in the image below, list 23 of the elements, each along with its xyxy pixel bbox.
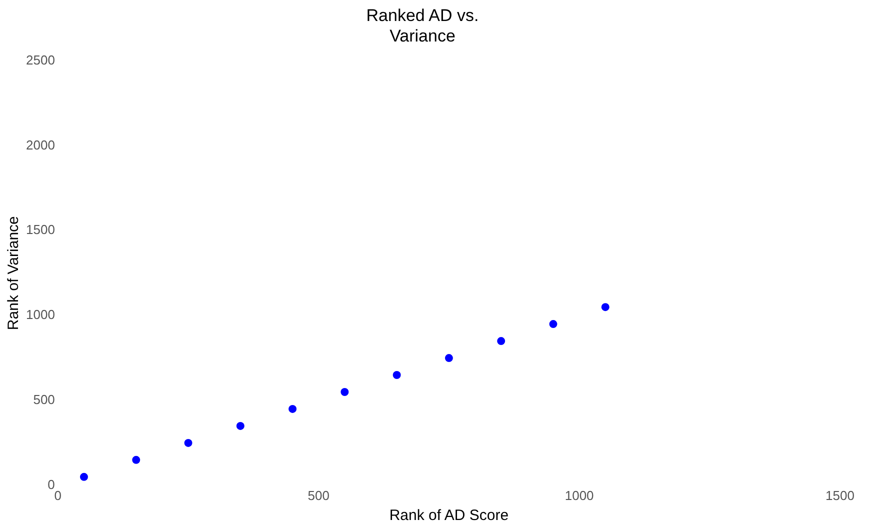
chart-title: Ranked AD vs. Variance <box>366 6 479 46</box>
point <box>184 438 192 447</box>
y-tick-label: 1500 <box>26 222 55 238</box>
y-tick-label: 2000 <box>26 137 55 152</box>
x-tick-label: 1500 <box>826 488 854 503</box>
y-tick-label: 500 <box>33 392 55 408</box>
point <box>601 303 610 312</box>
point <box>132 456 140 464</box>
point <box>340 388 349 396</box>
x-axis-title: Rank of AD Score <box>389 507 509 524</box>
point <box>236 422 244 430</box>
y-tick-label: 1000 <box>26 307 55 322</box>
y-tick-label: 2500 <box>26 52 55 68</box>
point <box>80 472 88 481</box>
point <box>444 354 453 362</box>
x-tick-label: 500 <box>308 488 330 503</box>
point <box>392 371 401 380</box>
y-tick-label: 0 <box>48 476 55 492</box>
point <box>288 404 297 413</box>
point <box>497 337 506 346</box>
point <box>549 320 558 328</box>
x-tick-label: 1000 <box>564 488 594 503</box>
y-axis-title: Rank of Variance <box>5 216 22 330</box>
